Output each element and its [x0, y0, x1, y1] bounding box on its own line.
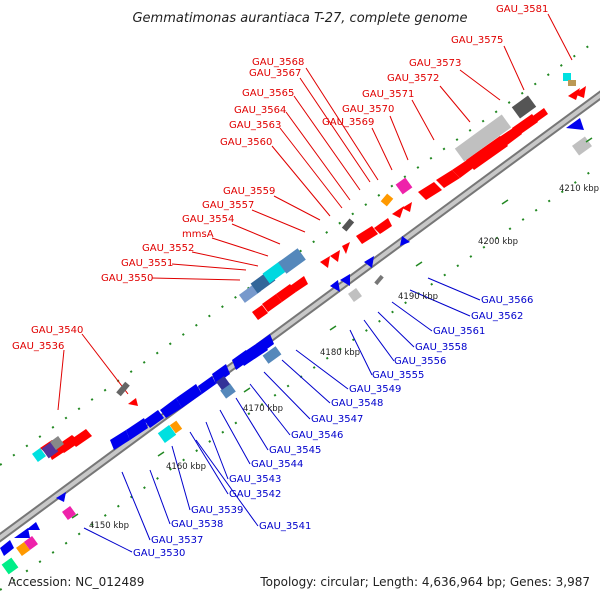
reverse-gene-labels: GAU_3566 GAU_3562 GAU_3561 GAU_3558 GAU_…: [133, 295, 533, 559]
gene-label: GAU_3567: [249, 68, 301, 79]
gene-label: GAU_3566: [481, 295, 533, 306]
forward-leader-lines: [57, 13, 573, 411]
gene-label: mmsA: [182, 229, 214, 240]
gene-label: GAU_3570: [342, 104, 394, 115]
gene-label: GAU_3538: [171, 519, 223, 530]
gene-label: GAU_3562: [471, 311, 523, 322]
forward-gene-labels: GAU_3581 GAU_3575 GAU_3573 GAU_3568 GAU_…: [12, 4, 548, 352]
gene-label: GAU_3541: [259, 521, 311, 532]
gene-label: GAU_3545: [269, 445, 321, 456]
gene-label: GAU_3540: [31, 325, 83, 336]
gene-label: GAU_3556: [394, 356, 446, 367]
gene-label: GAU_3550: [101, 273, 153, 284]
gene-label: GAU_3565: [242, 88, 294, 99]
tick-label-4190: 4190 kbp: [398, 292, 438, 302]
tick-label-4170: 4170 kbp: [243, 404, 283, 414]
gene-label: GAU_3555: [372, 370, 424, 381]
tick-label-4180: 4180 kbp: [320, 348, 360, 358]
gene-label: GAU_3581: [496, 4, 548, 15]
gene-label: GAU_3554: [182, 214, 234, 225]
gene-label: GAU_3564: [234, 105, 286, 116]
forward-genes: [32, 73, 586, 462]
gene-label: GAU_3573: [409, 58, 461, 69]
gene-label: GAU_3542: [229, 489, 281, 500]
genome-summary-text: Topology: circular; Length: 4,636,964 bp…: [259, 575, 590, 589]
accession-text: Accession: NC_012489: [8, 575, 144, 589]
gene-label: GAU_3549: [349, 384, 401, 395]
gene-label: GAU_3539: [191, 505, 243, 516]
gene-label: GAU_3569: [322, 117, 374, 128]
map-title: Gemmatimonas aurantiaca T-27, complete g…: [132, 11, 467, 26]
tick-marks: [71, 137, 593, 519]
gene-label: GAU_3544: [251, 459, 303, 470]
gene-label: GAU_3558: [415, 342, 467, 353]
gene-label: GAU_3546: [291, 430, 343, 441]
tick-label-4160: 4160 kbp: [166, 462, 206, 472]
gene-label: GAU_3548: [331, 398, 383, 409]
tick-label-4200: 4200 kbp: [478, 237, 518, 247]
tick-label-4210: 4210 kbp: [559, 184, 599, 194]
tick-label-4150: 4150 kbp: [89, 521, 129, 531]
gene-label: GAU_3536: [12, 341, 64, 352]
reverse-genes: [0, 118, 592, 575]
reverse-leader-lines: [83, 277, 481, 553]
gene-label: GAU_3560: [220, 137, 272, 148]
gene-label: GAU_3551: [121, 258, 173, 269]
gene-label: GAU_3568: [252, 57, 304, 68]
gene-label: GAU_3530: [133, 548, 185, 559]
gene-label: GAU_3543: [229, 474, 281, 485]
gene-label: GAU_3537: [151, 535, 203, 546]
gene-label: GAU_3571: [362, 89, 414, 100]
gene-label: GAU_3563: [229, 120, 281, 131]
gene-label: GAU_3575: [451, 35, 503, 46]
gene-label: GAU_3572: [387, 73, 439, 84]
gene-label: GAU_3559: [223, 186, 275, 197]
gene-label: GAU_3547: [311, 414, 363, 425]
gene-label: GAU_3557: [202, 200, 254, 211]
gene-label: GAU_3561: [433, 326, 485, 337]
gene-label: GAU_3552: [142, 243, 194, 254]
genome-backbone: [0, 90, 600, 543]
